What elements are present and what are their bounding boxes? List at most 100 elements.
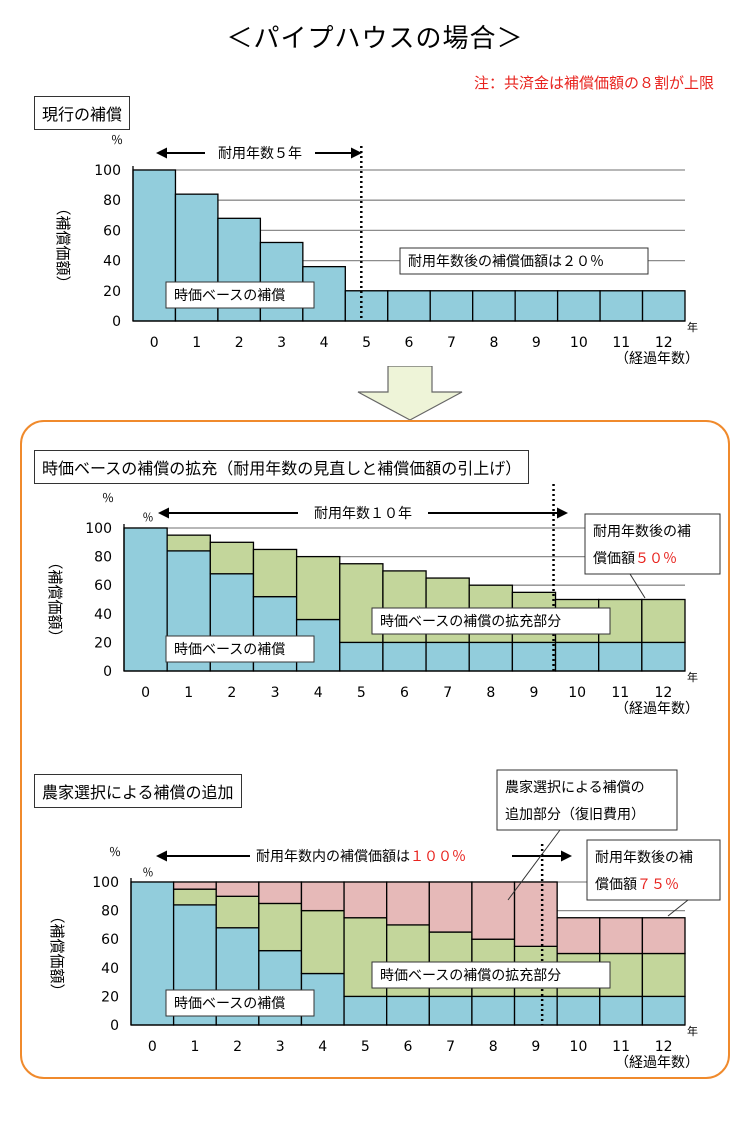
after75-callout — [586, 839, 721, 901]
y-tick-label: 40 — [101, 961, 119, 977]
bar-expansion — [300, 909, 345, 975]
base-legend-span: 時価ベースの補償 — [174, 996, 285, 1012]
section-title-expansion: 時価ベースの補償の拡充（耐用年数の見直しと補償価額の引上げ） — [34, 450, 530, 484]
bar-added — [300, 881, 345, 912]
bar-base — [471, 995, 516, 1026]
x-tick-label: 11 — [612, 1039, 630, 1055]
bar-base — [429, 290, 474, 322]
percent-mark: ％ — [143, 866, 154, 879]
after20-callout — [399, 247, 649, 275]
x-tick-label: 6 — [405, 335, 414, 351]
y-tick-label: 40 — [103, 254, 121, 270]
expansion-legend-span: 時価ベースの補償の拡充部分 — [380, 614, 561, 630]
bar-expansion — [172, 888, 217, 906]
y-tick-label: 20 — [103, 284, 121, 300]
after50-callout-text: 償価額５０％ — [593, 551, 677, 567]
base-legend-span: 時価ベースの補償 — [174, 642, 285, 658]
after50-callout — [584, 513, 721, 575]
x-tick-label: 7 — [443, 685, 452, 701]
within-label-value: １００％ — [410, 849, 466, 865]
y-tick-label: 0 — [110, 1018, 119, 1034]
y-tick-label: 20 — [94, 635, 112, 651]
bar-expansion — [166, 534, 211, 552]
bar-added — [215, 881, 260, 897]
x-tick-label: 4 — [320, 335, 329, 351]
after50-callout-span: 耐用年数後の補 — [593, 524, 691, 540]
x-tick-label: 3 — [277, 335, 286, 351]
x-tick-label: 6 — [400, 685, 409, 701]
bar-base — [599, 290, 644, 322]
bar-base — [343, 995, 388, 1026]
bar-base — [428, 995, 473, 1026]
x-tick-label: 9 — [530, 685, 539, 701]
bar-base — [556, 995, 601, 1026]
y-tick-label: 0 — [112, 314, 121, 330]
bar-added — [641, 917, 686, 955]
after75-callout-span: 耐用年数後の補 — [595, 850, 693, 866]
bar-base — [554, 641, 600, 672]
page-title: ＜パイプハウスの場合＞ — [226, 24, 524, 54]
x-tick-label: 0 — [141, 685, 150, 701]
x-tick-label: 8 — [489, 335, 498, 351]
y-unit-label: ％ — [109, 845, 121, 859]
x-unit-label: 年 — [687, 1024, 698, 1038]
section-title-current: 現行の補償 — [34, 96, 131, 130]
bar-base — [514, 290, 559, 322]
y-tick-label: 60 — [94, 578, 112, 594]
y-tick-label: 60 — [103, 223, 121, 239]
y-tick-label: 100 — [85, 521, 112, 537]
bar-expansion — [258, 902, 303, 952]
xlabel: （経過年数） — [615, 1055, 699, 1071]
bar-added — [556, 917, 601, 955]
note-text: 注：共済金は補償価額の８割が上限 — [473, 74, 714, 92]
x-tick-label: 0 — [150, 335, 159, 351]
after75-callout-text: 償価額７５％ — [595, 877, 679, 893]
x-tick-label: 7 — [447, 335, 456, 351]
x-tick-label: 5 — [361, 1039, 370, 1055]
x-unit-label: 年 — [687, 320, 698, 334]
farmer-callout-text: 追加部分（復旧費用） — [505, 806, 645, 823]
base-legend-text: 時価ベースの補償 — [174, 642, 285, 658]
arrow-right-icon — [351, 147, 362, 159]
y-tick-label: 100 — [92, 875, 119, 891]
life5-label-bg — [205, 142, 315, 164]
bar-added — [471, 881, 516, 940]
y-tick-label: 40 — [94, 607, 112, 623]
x-tick-label: 12 — [655, 1039, 673, 1055]
bar-expansion — [295, 555, 341, 621]
x-tick-label: 2 — [235, 335, 244, 351]
x-tick-label: 6 — [404, 1039, 413, 1055]
arrow-right-icon — [557, 507, 568, 519]
bar-added — [258, 881, 303, 905]
bar-base — [468, 641, 514, 672]
bar-added — [343, 881, 388, 919]
life10-label-bg — [298, 502, 428, 524]
y-tick-label: 80 — [101, 904, 119, 920]
expansion-legend-text: 時価ベースの補償の拡充部分 — [380, 614, 561, 630]
xlabel: （経過年数） — [615, 701, 699, 717]
base-legend — [165, 281, 315, 309]
y-tick-label: 80 — [94, 550, 112, 566]
y-tick-label: 20 — [101, 989, 119, 1005]
bar-base — [511, 641, 557, 672]
bar-base — [598, 641, 643, 672]
after20-callout-span: 耐用年数後の補償価額は２０％ — [408, 254, 604, 270]
x-tick-label: 10 — [570, 1039, 588, 1055]
arrow-left-icon — [156, 147, 167, 159]
bar-added — [513, 881, 558, 947]
x-tick-label: 1 — [184, 685, 193, 701]
bar-base — [472, 290, 516, 322]
farmer-callout-text: 農家選択による補償の — [505, 779, 645, 796]
bar-expansion — [641, 598, 686, 644]
after20-callout-text: 耐用年数後の補償価額は２０％ — [408, 254, 604, 270]
x-tick-label: 8 — [486, 685, 495, 701]
x-tick-label: 11 — [611, 685, 629, 701]
arrow-left-icon — [156, 850, 167, 862]
bar-added — [386, 881, 430, 926]
y-tick-label: 0 — [103, 664, 112, 680]
base-legend-text: 時価ベースの補償 — [174, 288, 285, 304]
